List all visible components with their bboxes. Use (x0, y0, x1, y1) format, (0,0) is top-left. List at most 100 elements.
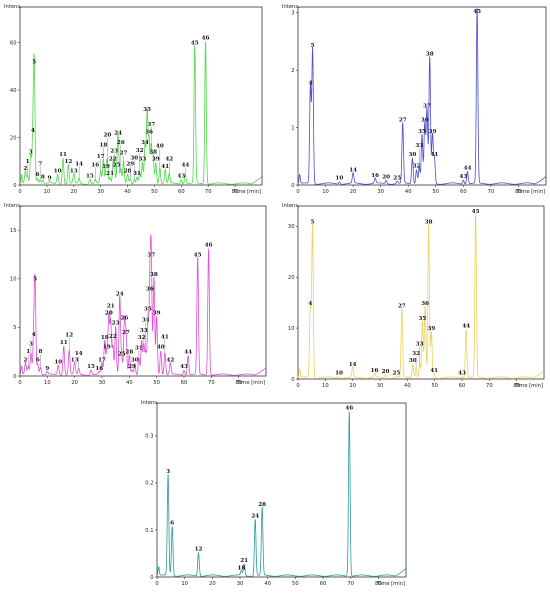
x-tick-label: 50 (432, 189, 439, 195)
x-tick-label: 50 (151, 189, 158, 195)
peak-label: 32 (412, 351, 420, 357)
x-tick-label: 70 (488, 189, 495, 195)
peak-label: 26 (121, 316, 129, 322)
x-tick-label: 80 (375, 581, 382, 587)
peak-label: 17 (97, 154, 105, 160)
peak-label: 9 (48, 176, 52, 182)
peak-label: 45 (194, 252, 202, 258)
peak-label: 36 (421, 301, 429, 307)
y-axis-label: Intens. (4, 4, 22, 10)
peak-label: 36 (145, 129, 153, 135)
peak-label: 19 (103, 345, 111, 351)
x-tick-label: 50 (292, 581, 299, 587)
peak-label: 17 (98, 357, 106, 363)
x-tick-label: 70 (208, 380, 215, 386)
y-tick-label: 40 (10, 88, 17, 94)
x-tick-label: 30 (377, 189, 384, 195)
peak-label: 11 (60, 340, 68, 346)
x-tick-label: 20 (71, 380, 78, 386)
peak-label: 25 (113, 163, 121, 169)
peak-label: 37 (423, 103, 431, 109)
y-axis-label: Intens. (282, 4, 300, 10)
peak-label: 43 (458, 370, 466, 376)
peak-label: 35 (144, 306, 152, 312)
peak-label: 33 (140, 328, 148, 334)
peak-label: 41 (431, 152, 439, 158)
x-axis-label: Time [min] (516, 189, 545, 195)
peak-label: 14 (75, 351, 83, 357)
peak-label: 20 (103, 133, 111, 139)
x-tick-label: 60 (320, 581, 327, 587)
peak-label: 25 (393, 370, 401, 376)
peak-label: 42 (166, 357, 174, 363)
x-tick-label: 10 (44, 189, 51, 195)
x-tick-label: 20 (70, 189, 77, 195)
peak-label: 27 (398, 303, 406, 309)
chromatogram-trace (156, 411, 407, 577)
peak-label: 4 (31, 128, 35, 134)
x-tick-label: 60 (178, 189, 185, 195)
chart-svg-teal: 0 0.1 0.2 0.3 0 10 20 30 40 50 60 70 80 Intens. Time [… (141, 400, 407, 587)
peak-label: 13 (71, 357, 79, 363)
peak-label: 16 (371, 173, 379, 179)
y-axis-label: Intens. (282, 203, 300, 209)
x-axis-label: Time [min] (236, 380, 265, 386)
peak-label: 44 (462, 324, 470, 330)
peak-label: 28 (258, 502, 266, 508)
x-tick-label: 40 (124, 189, 131, 195)
peak-label: 33 (415, 143, 423, 149)
peak-label: 20 (382, 369, 390, 375)
peak-label: 5 (33, 277, 37, 283)
peak-label: 7 (38, 161, 42, 167)
peak-label: 32 (413, 164, 421, 170)
y-tick-label: 0 (291, 183, 294, 189)
peak-label: 2 (24, 357, 28, 363)
x-tick-label: 60 (459, 383, 466, 389)
y-tick-label: 5 (13, 325, 16, 331)
peak-label: 18 (99, 142, 107, 148)
x-tick-label: 80 (513, 383, 520, 389)
y-tick-label: 20 (10, 135, 17, 141)
y-tick-label: 0.1 (145, 528, 153, 534)
peak-label: 43 (177, 173, 185, 179)
chromatogram-trace (297, 214, 545, 379)
peak-label: 36 (146, 286, 154, 292)
peak-label: 45 (472, 209, 480, 215)
peak-label: 44 (181, 163, 189, 169)
x-tick-label: 30 (377, 383, 384, 389)
peak-label: 16 (371, 368, 379, 374)
x-axis-label: Time [min] (514, 383, 543, 389)
x-tick-label: 20 (349, 383, 356, 389)
peak-label: 12 (195, 546, 203, 552)
peak-label: 39 (429, 129, 437, 135)
x-tick-label: 30 (99, 380, 106, 386)
peak-label: 10 (335, 176, 343, 182)
peak-label: 27 (399, 118, 407, 124)
peak-label: 18 (101, 335, 109, 341)
y-tick-label: 30 (288, 224, 295, 230)
y-tick-label: 0 (13, 183, 16, 189)
peak-label: 6 (170, 521, 174, 527)
peak-label: 30 (131, 357, 139, 363)
y-tick-label: 15 (10, 228, 17, 234)
peak-label: 21 (106, 171, 114, 177)
x-tick-label: 40 (126, 380, 133, 386)
y-tick-label: 0 (13, 374, 16, 380)
peak-label: 45 (473, 9, 481, 15)
peak-label: 3 (166, 469, 170, 475)
plot-frame (19, 6, 263, 186)
x-tick-label: 30 (97, 189, 104, 195)
peak-label: 28 (125, 350, 133, 356)
peak-label: 24 (116, 291, 124, 297)
peak-label: 3 (29, 150, 33, 156)
x-tick-label: 80 (232, 189, 239, 195)
peak-label: 23 (110, 148, 118, 154)
x-tick-label: 20 (209, 581, 216, 587)
chromatogram-trace (19, 41, 263, 185)
peak-label: 33 (416, 341, 424, 347)
chromatogram-panel-green: 0 20 40 60 0 10 20 30 40 50 60 70 80 Intens. Time [min… (0, 0, 272, 196)
y-tick-label: 3 (291, 11, 294, 17)
y-tick-label: 0 (291, 377, 294, 383)
